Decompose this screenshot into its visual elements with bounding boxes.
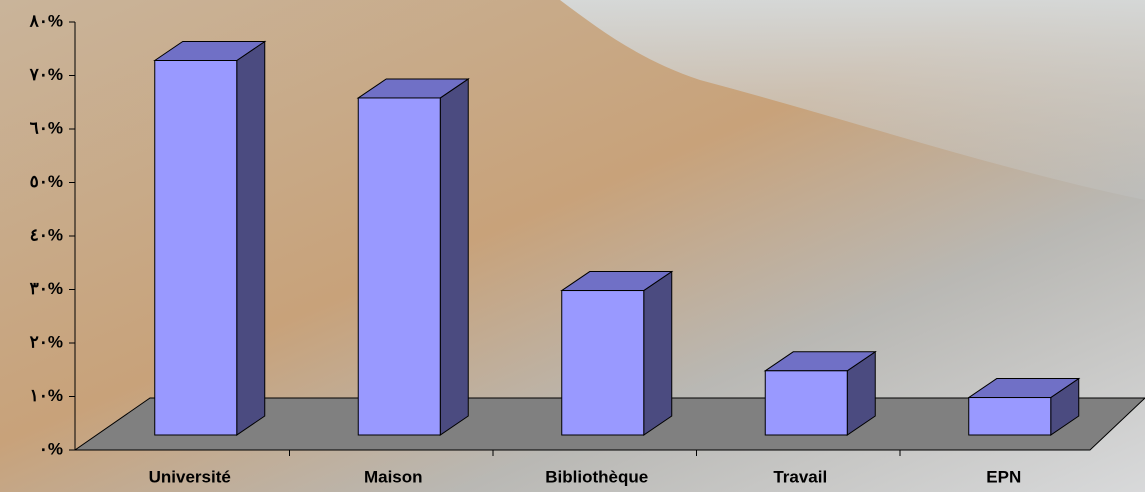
background-sea bbox=[560, 0, 1145, 200]
bar-front bbox=[357, 97, 441, 436]
bar bbox=[356, 78, 470, 436]
y-tick-label: ٦٠% bbox=[30, 118, 63, 137]
x-tick-label: Bibliothèque bbox=[545, 467, 648, 486]
y-tick-label: ٣٠% bbox=[30, 279, 63, 298]
x-tick-label: Travail bbox=[773, 467, 827, 486]
bar-front bbox=[764, 370, 848, 436]
bar-side bbox=[236, 40, 266, 436]
bar bbox=[153, 40, 267, 436]
y-tick-label: ٧٠% bbox=[29, 65, 63, 84]
bar bbox=[560, 270, 674, 436]
bar-side bbox=[439, 78, 469, 436]
x-tick-label: Maison bbox=[364, 467, 423, 486]
x-tick-label: Université bbox=[149, 467, 231, 486]
bar bbox=[967, 377, 1081, 436]
bar-front bbox=[561, 290, 645, 436]
y-tick-label: ٢٠% bbox=[30, 332, 63, 351]
bar-front bbox=[154, 60, 238, 436]
bar bbox=[763, 350, 877, 436]
y-tick-label: ١٠% bbox=[30, 386, 63, 405]
y-tick-label: ٥٠% bbox=[30, 172, 63, 191]
y-tick-label: ٤٠% bbox=[30, 225, 63, 244]
bar-side bbox=[643, 270, 673, 436]
x-tick-label: EPN bbox=[986, 467, 1021, 486]
y-tick-label: ٨٠% bbox=[29, 11, 63, 30]
bar-front bbox=[968, 397, 1052, 436]
y-tick-label: ٠% bbox=[39, 439, 63, 458]
